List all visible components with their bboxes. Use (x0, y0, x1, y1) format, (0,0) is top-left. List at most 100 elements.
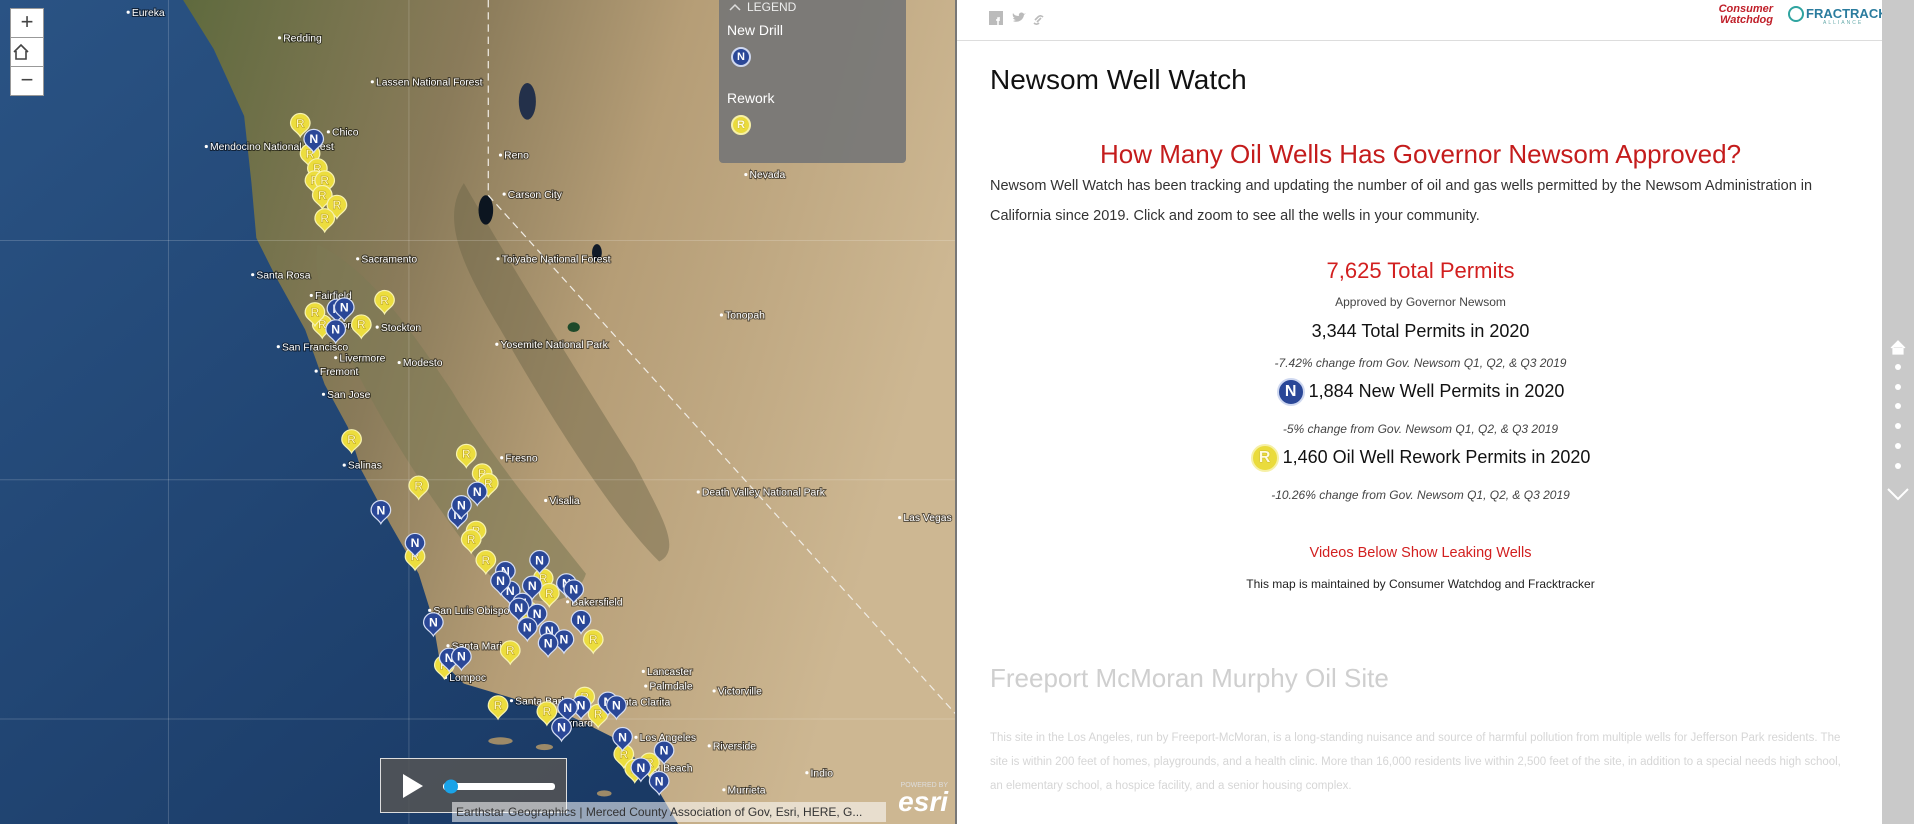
home-icon (13, 43, 29, 60)
marker-pin (648, 770, 670, 797)
marker-pin (612, 726, 633, 753)
rework-marker[interactable]: R (538, 582, 560, 609)
marker-pin (314, 208, 336, 234)
marker-letter: N (533, 607, 542, 621)
home-button[interactable] (10, 37, 44, 67)
legend-title: LEGEND (747, 0, 797, 14)
zoom-in-button[interactable]: + (10, 8, 44, 38)
new-drill-marker[interactable]: N (516, 617, 538, 643)
city-dot (397, 360, 401, 365)
new-drill-marker[interactable]: N (630, 757, 652, 783)
new-drill-marker[interactable]: N (557, 697, 579, 723)
new-drill-marker[interactable]: N (333, 297, 355, 323)
rework-marker[interactable]: R (536, 701, 558, 727)
new-drill-marker[interactable]: N (537, 632, 559, 659)
rework-icon: R (1250, 444, 1279, 472)
city-dot (722, 788, 726, 792)
rework-marker[interactable]: R (289, 112, 311, 139)
new-drill-marker[interactable]: N (422, 612, 444, 638)
new-drill-marker[interactable]: N (529, 549, 550, 576)
city-dot (744, 172, 748, 177)
rework-marker[interactable]: R (487, 695, 509, 721)
city-label: Las Vegas (903, 513, 951, 524)
rework-marker[interactable]: R (350, 314, 372, 340)
rework-marker[interactable]: R (499, 640, 521, 666)
legend-icon: R (731, 115, 751, 135)
city-label: Reno (504, 151, 529, 162)
new-drill-marker[interactable]: N (508, 597, 530, 623)
city-dot (356, 257, 360, 261)
new-drill-marker[interactable]: N (563, 579, 585, 605)
island (488, 737, 513, 745)
link[interactable]: Consumer Watchdog (1389, 577, 1502, 591)
marker-pin (557, 697, 579, 723)
marker-letter: N (309, 132, 318, 146)
marker-letter: R (619, 747, 628, 761)
fractracker-logo-sub: ALLIANCE (1823, 20, 1864, 26)
nav-icons[interactable] (1882, 0, 1914, 824)
stat-change: -7.42% change from Gov. Newsom Q1, Q2, &… (1274, 356, 1567, 370)
city-dot (696, 490, 700, 494)
city-label: Bakersfield (571, 597, 622, 608)
new-drill-marker[interactable]: N (648, 770, 670, 797)
new-drill-marker[interactable]: N (451, 494, 472, 521)
new-drill-marker[interactable]: N (606, 695, 627, 721)
new-drill-marker[interactable]: N (466, 481, 488, 507)
marker-letter: R (313, 161, 322, 175)
city-label: Lancaster (647, 667, 693, 678)
new-drill-marker[interactable]: N (551, 717, 572, 743)
marker-letter: N (457, 498, 466, 512)
new-drill-marker[interactable]: N (490, 570, 511, 596)
marker-pin (370, 499, 392, 526)
marker-letter: R (545, 586, 554, 600)
new-drill-marker[interactable]: N (451, 646, 472, 672)
new-drill-marker[interactable]: N (325, 319, 347, 345)
rework-marker[interactable]: R (314, 208, 336, 234)
marker-letter: N (535, 553, 544, 567)
new-drill-marker[interactable]: N (303, 128, 325, 154)
rework-marker[interactable]: R (582, 629, 604, 655)
rework-marker[interactable]: R (475, 549, 497, 576)
map[interactable]: Eureka Redding Lassen National Forest Chico… (0, 0, 955, 824)
play-icon[interactable] (403, 774, 423, 798)
rework-marker[interactable]: R (374, 289, 395, 316)
rework-marker[interactable]: R (455, 443, 477, 469)
new-drill-marker[interactable]: N (612, 726, 633, 753)
marker-letter: R (320, 212, 329, 226)
stat: 1,884 New Well Permits in 2020 (1308, 380, 1565, 401)
marker-pin (490, 570, 511, 596)
collapse-icon[interactable] (729, 2, 741, 12)
new-drill-marker[interactable]: N (653, 740, 675, 766)
city-dot (314, 369, 318, 373)
fractracker-logo[interactable]: FRACTRACKER (1806, 6, 1906, 21)
new-drill-marker[interactable]: N (521, 575, 543, 601)
story-title: Newsom Well Watch (990, 64, 1247, 95)
lake (518, 83, 536, 120)
new-drill-marker[interactable]: N (370, 499, 392, 526)
slider-thumb[interactable] (444, 779, 458, 794)
stat: 1,460 Oil Well Rework Permits in 2020 (1282, 446, 1591, 467)
rework-marker[interactable]: R (341, 429, 362, 455)
slider-track[interactable] (443, 783, 555, 790)
marker-pin (289, 112, 311, 139)
marker-pin (516, 617, 538, 643)
new-drill-marker[interactable]: N (404, 532, 426, 559)
city-dot (375, 325, 379, 329)
marker-letter: N (569, 583, 578, 597)
city-label: Livermore (339, 353, 385, 364)
marker-letter: R (506, 644, 515, 658)
link[interactable]: Fracktracker (1528, 577, 1595, 591)
city-label: Modesto (403, 358, 443, 369)
rework-marker[interactable]: R (460, 529, 482, 555)
marker-pin (563, 579, 585, 605)
zoom-out-button[interactable]: − (10, 66, 44, 96)
rework-marker[interactable]: R (408, 475, 430, 501)
share-icons[interactable] (989, 10, 1059, 26)
marker-letter: N (514, 601, 523, 615)
time-slider-graphic (403, 774, 555, 798)
new-drill-marker[interactable]: N (570, 609, 592, 635)
city-label: Death Valley National Park (702, 488, 826, 499)
consumer-watchdog-logo[interactable]: Consumer Watchdog (1718, 3, 1773, 26)
rework-marker[interactable]: R (304, 302, 326, 328)
story-navigation (1882, 0, 1914, 824)
